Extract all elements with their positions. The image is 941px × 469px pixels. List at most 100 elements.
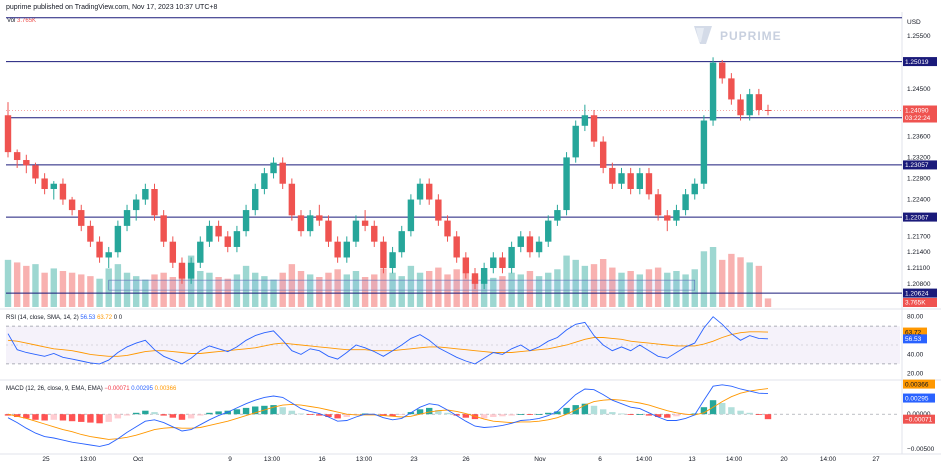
volume-bar [114,264,122,307]
x-axis-label: 20 [780,456,788,463]
volume-bar [32,264,39,307]
x-axis-label: 27 [872,456,880,463]
candle-body [50,183,57,189]
macd-legend: MACD (12, 26, close, 9, EMA, EMA) −0.000… [6,386,176,392]
x-axis-label: 16 [318,456,326,463]
macd-hist-bar [114,414,122,419]
candle-body [32,165,39,179]
volume-bar [59,271,67,307]
candle-body [719,62,726,79]
x-axis-label: 13:00 [264,456,281,463]
price-tick-label: 1.21400 [907,249,931,256]
candle-body [444,220,451,237]
current-price-label: 1.24090 [905,107,929,114]
candle-body [599,141,607,168]
macd-hist-bar [306,414,314,415]
volume-bar [737,257,744,307]
rsi-tick-label: 80.00 [907,314,924,321]
macd-value-tag [903,379,935,389]
level-price-tag [903,57,937,67]
candle-body [508,246,515,269]
macd-hist-bar [13,414,21,417]
candle-body [737,99,744,116]
volume-bar [526,271,534,307]
macd-hist-bar [279,407,286,415]
candle-body [132,199,140,211]
price-tick-label: 1.24500 [907,86,931,93]
macd-hist-bar [554,411,561,415]
macd-hist-bar [41,414,48,421]
macd-line [7,384,769,447]
volume-bar [517,274,524,307]
volume-bar [233,274,241,307]
candle-body [178,262,186,279]
volume-bar [572,259,579,307]
price-tick-label: 1.23600 [907,133,931,140]
price-tick-label: 1.22400 [907,197,931,204]
macd-signal-line [7,388,769,440]
candle-body [664,215,671,221]
macd-value-tag-label: −0.00071 [905,416,933,423]
macd-label: MACD (12, 26, close, 9, EMA, EMA) [6,386,103,392]
volume-bar [471,276,479,307]
macd-hist-bar [426,407,433,415]
volume-bar [261,276,268,307]
volume-bar [334,269,341,307]
macd-hist-bar [87,414,94,423]
macd-hist-bar [590,405,598,415]
volume-bar [490,277,497,307]
macd-hist-bar [215,411,222,415]
rsi-legend: RSI (14, close, SMA, 14, 2) 56.53 63.72 … [6,315,122,321]
x-axis-label: 14:00 [636,456,653,463]
volume-bar [41,272,48,307]
volume-bar [426,271,433,307]
macd-hist-bar [187,414,195,419]
macd-hist-bar [398,414,405,415]
macd-hist-bar [206,412,213,415]
x-axis-label: 14:00 [726,456,743,463]
volume-bar [87,276,94,307]
publisher-line: puprime published on TradingView.com, No… [6,4,218,11]
candle-body [764,109,772,111]
macd-hist-bar [645,414,653,416]
volume-bar [297,271,305,307]
candle-body [59,183,67,200]
macd-hist-bar [545,412,552,415]
macd-hist-bar [535,414,543,415]
candle-body [590,115,598,142]
candle-body [471,273,479,284]
macd-hist-bar [526,414,534,415]
macd-hist-bar [636,414,644,415]
candle-body [334,241,341,258]
volume-bar [361,277,369,307]
macd-hist-bar [160,414,167,416]
volume-bar [197,271,204,307]
price-tick-label: 1.23200 [907,154,931,161]
macd-hist-value: −0.00071 [104,386,130,392]
candle-body [728,78,735,100]
candle-body [197,241,204,263]
price-tick-label: 1.20800 [907,281,931,288]
candle-body [609,167,616,184]
volume-bar [132,276,140,307]
volume-bar [590,264,598,307]
countdown-label: 03:22:24 [905,115,931,122]
volume-label: Vol [7,18,16,24]
candle-body [325,220,332,242]
macd-hist-bar [197,414,204,416]
volume-bar [535,276,543,307]
level-price-tag-label: 1.22067 [905,214,929,221]
volume-tag-label: 3.765K [905,300,926,307]
candle-body [371,225,378,242]
macd-hist-bar [664,414,671,418]
macd-hist-bar [270,405,277,415]
macd-hist-bar [297,413,305,415]
x-axis-label: 13:00 [80,456,97,463]
candle-body [87,225,94,242]
macd-hist-bar [746,412,753,415]
candle-body [224,236,231,247]
volume-bar [316,277,323,307]
volume-bar [169,277,177,307]
volume-bar [343,274,350,307]
